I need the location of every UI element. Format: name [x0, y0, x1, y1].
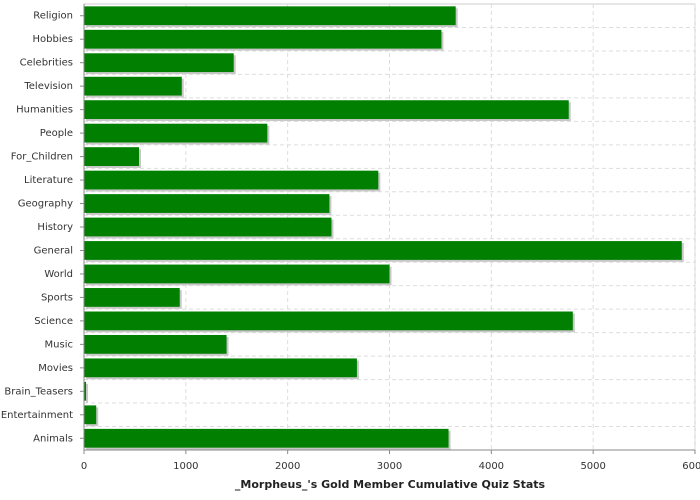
- x-tick-label: 0: [81, 461, 87, 472]
- y-tick-label: Geography: [18, 199, 73, 210]
- y-tick-label: Science: [34, 316, 73, 327]
- bar: [84, 76, 182, 96]
- bar: [84, 264, 390, 284]
- bar: [84, 241, 682, 260]
- x-axis-label: _Morpheus_'s Gold Member Cumulative Quiz…: [235, 478, 546, 491]
- bar: [84, 170, 379, 190]
- y-tick-label: People: [40, 128, 73, 139]
- y-tick-label: Entertainment: [1, 410, 73, 421]
- y-tick-label: Literature: [24, 175, 73, 186]
- bar: [84, 194, 330, 213]
- bar: [84, 358, 357, 378]
- bar: [84, 100, 569, 120]
- bar: [84, 123, 268, 143]
- y-tick-label: Music: [45, 339, 73, 350]
- y-tick-label: History: [37, 222, 73, 233]
- bar: [84, 217, 332, 237]
- y-tick-label: Religion: [33, 11, 73, 22]
- bar: [84, 147, 139, 166]
- y-tick-label: World: [44, 269, 73, 280]
- y-tick-label: Sports: [41, 292, 73, 303]
- y-tick-label: Movies: [38, 363, 73, 374]
- bar: [84, 381, 87, 401]
- bar: [84, 288, 180, 307]
- x-tick-label: 6000: [682, 461, 700, 472]
- y-tick-label: Humanities: [16, 105, 73, 116]
- x-tick-label: 1000: [173, 461, 198, 472]
- bar: [84, 334, 227, 354]
- x-tick-label: 4000: [479, 461, 504, 472]
- x-tick-label: 5000: [580, 461, 605, 472]
- x-tick-label: 2000: [275, 461, 300, 472]
- bar: [84, 428, 449, 448]
- y-tick-label: Hobbies: [33, 34, 73, 45]
- bar: [84, 405, 97, 425]
- y-tick-label: Brain_Teasers: [4, 386, 73, 397]
- bar: [84, 53, 234, 73]
- y-tick-label: For_Children: [11, 152, 73, 163]
- y-tick-label: Television: [23, 81, 73, 92]
- y-tick-label: Celebrities: [20, 58, 73, 69]
- y-tick-label: General: [34, 245, 73, 256]
- x-tick-label: 3000: [377, 461, 402, 472]
- y-tick-label: Animals: [33, 433, 73, 444]
- bar: [84, 311, 573, 331]
- bar: [84, 6, 456, 26]
- bar-shadow: [86, 383, 89, 403]
- bar: [84, 29, 442, 49]
